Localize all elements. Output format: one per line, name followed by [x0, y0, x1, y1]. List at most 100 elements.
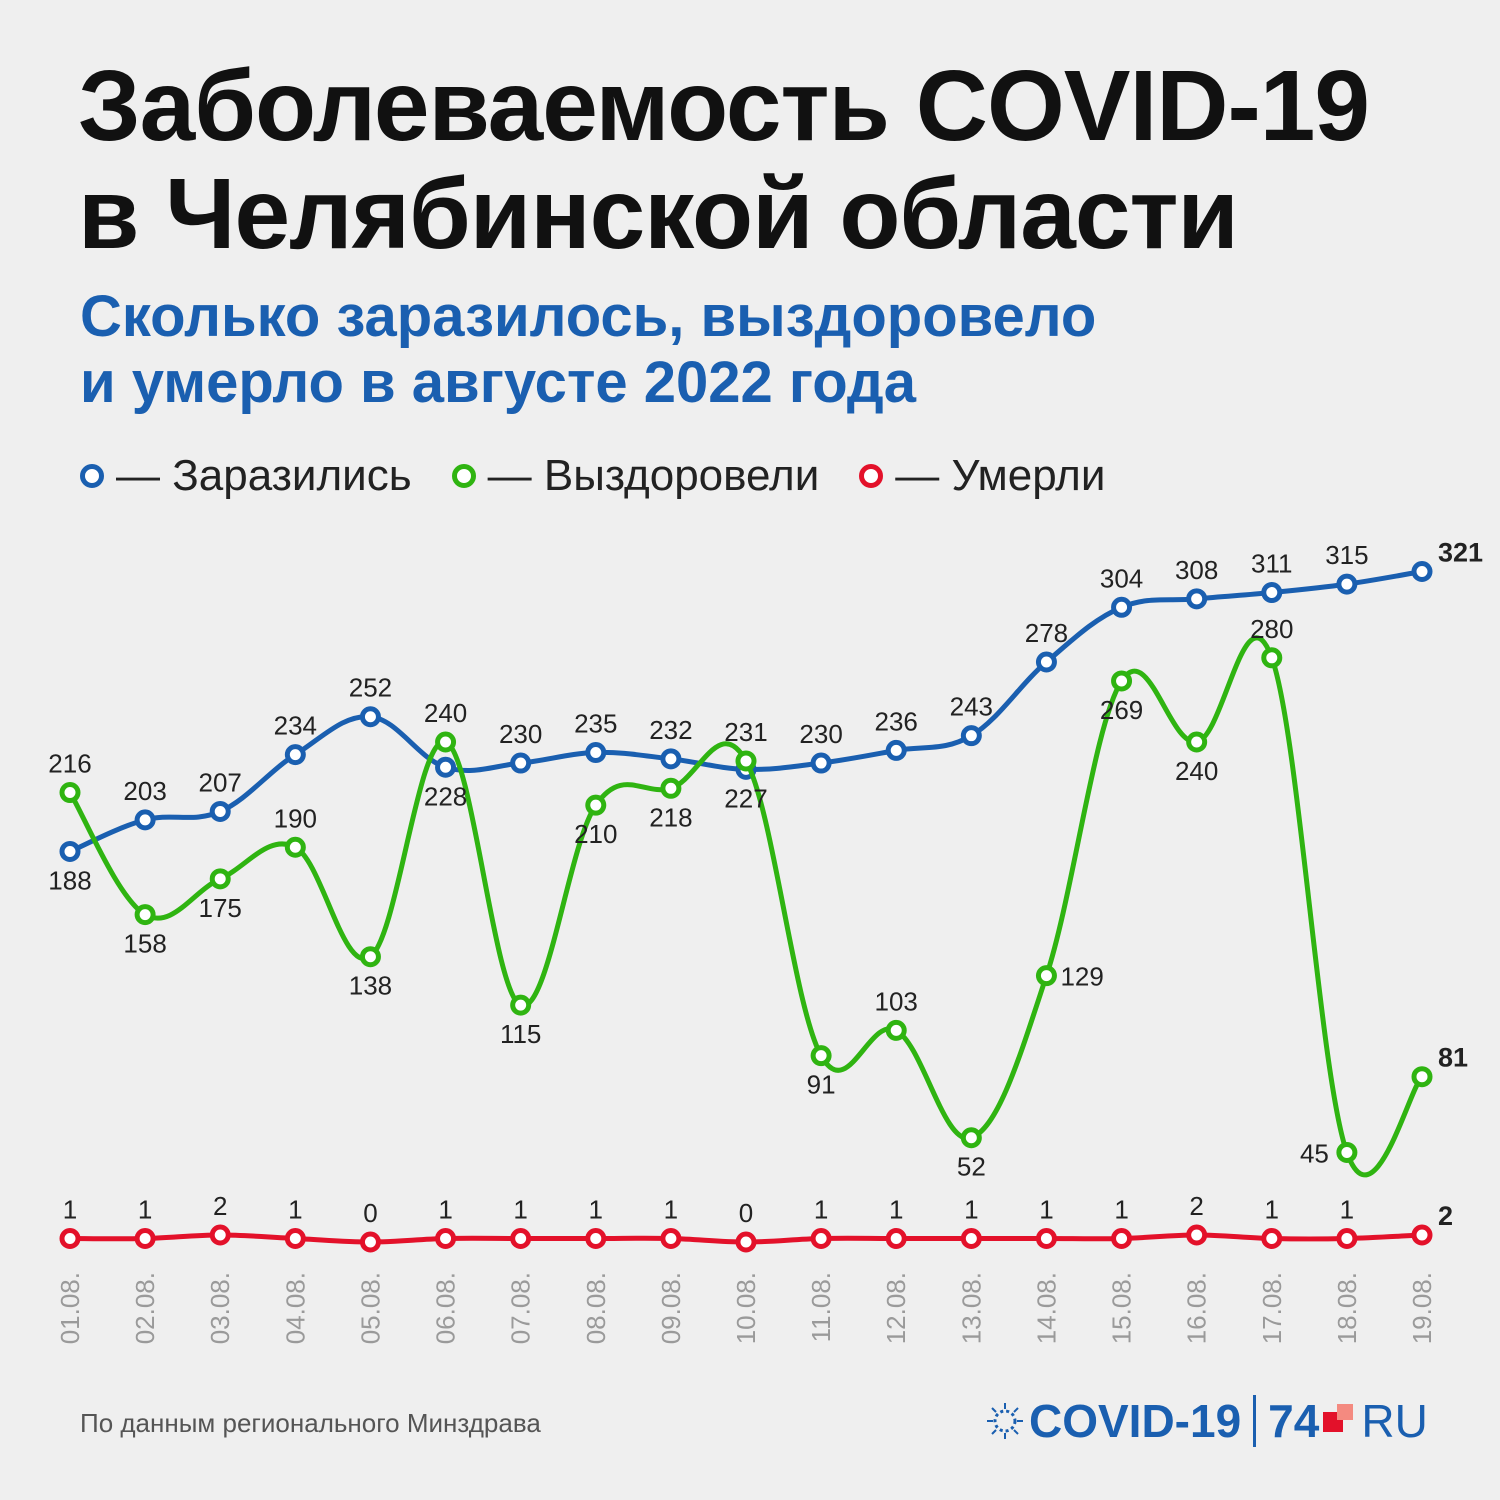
point-died-2 [134, 1228, 156, 1249]
subtitle-line-1: Сколько заразилось, выздоровело [80, 284, 1097, 349]
point-infected-15 [1111, 596, 1133, 618]
x-tick-label-5: 05.08. [355, 1272, 385, 1344]
point-died-7 [510, 1228, 532, 1249]
x-tick-label-19: 19.08. [1407, 1272, 1437, 1344]
data-label-died-16: 2 [1189, 1191, 1203, 1221]
point-recovered-3 [209, 868, 231, 890]
x-tick-label-14: 14.08. [1031, 1272, 1061, 1344]
data-label-recovered-9: 218 [649, 802, 692, 832]
legend-marker-infected [80, 464, 104, 488]
data-label-infected-3: 207 [199, 767, 242, 797]
x-tick-label-2: 02.08. [130, 1272, 160, 1344]
series-line-recovered [67, 635, 1425, 1178]
point-infected-17 [1261, 582, 1283, 604]
data-label-recovered-19: 81 [1438, 1043, 1468, 1073]
point-recovered-7 [510, 994, 532, 1016]
data-label-died-14: 1 [1039, 1195, 1053, 1225]
data-label-infected-5: 252 [349, 673, 392, 703]
x-tick-label-8: 08.08. [581, 1272, 611, 1344]
data-label-infected-13: 243 [950, 692, 993, 722]
data-label-died-11: 1 [814, 1195, 828, 1225]
data-label-recovered-3: 175 [199, 893, 242, 923]
point-infected-13 [960, 725, 982, 747]
x-tick-label-16: 16.08. [1182, 1272, 1212, 1344]
point-recovered-18 [1336, 1141, 1358, 1163]
data-label-infected-12: 236 [875, 706, 918, 736]
data-label-infected-1: 188 [48, 865, 91, 895]
data-label-died-3: 2 [213, 1191, 227, 1221]
data-label-recovered-17: 280 [1250, 614, 1293, 644]
point-died-4 [284, 1228, 306, 1249]
data-label-recovered-4: 190 [274, 803, 317, 833]
point-died-11 [810, 1228, 832, 1249]
legend: — Заразились — Выздоровели — Умерли [80, 448, 1145, 504]
data-label-recovered-6: 240 [424, 698, 467, 728]
legend-marker-died [859, 464, 884, 488]
data-label-recovered-18: 45 [1300, 1138, 1329, 1168]
point-infected-19 [1411, 560, 1433, 582]
data-label-died-2: 1 [138, 1195, 152, 1225]
point-died-17 [1261, 1228, 1283, 1249]
point-died-14 [1035, 1228, 1057, 1249]
title-line-2: в Челябинской области [78, 158, 1239, 270]
data-label-recovered-15: 269 [1100, 695, 1143, 725]
data-label-died-19: 2 [1438, 1201, 1453, 1231]
data-label-infected-9: 232 [649, 715, 692, 745]
point-infected-12 [885, 739, 907, 761]
point-infected-1 [59, 840, 81, 862]
point-infected-11 [810, 752, 832, 774]
legend-item-recovered: — Выздоровели [451, 451, 819, 501]
point-recovered-10 [735, 750, 757, 772]
point-infected-16 [1186, 588, 1208, 610]
data-label-recovered-5: 138 [349, 971, 392, 1001]
data-label-died-17: 1 [1265, 1195, 1279, 1225]
point-recovered-2 [134, 904, 156, 926]
point-recovered-4 [284, 836, 306, 858]
data-label-died-4: 1 [288, 1195, 302, 1225]
data-label-died-1: 1 [63, 1195, 77, 1225]
point-infected-18 [1336, 573, 1358, 595]
point-died-1 [59, 1228, 81, 1249]
point-recovered-1 [59, 782, 81, 804]
point-died-10 [735, 1231, 757, 1253]
chart-title: Заболеваемость COVID-19 в Челябинской об… [78, 52, 1478, 268]
x-tick-label-9: 09.08. [656, 1272, 686, 1344]
data-label-died-10: 0 [739, 1198, 753, 1228]
data-label-recovered-1: 216 [48, 749, 91, 779]
data-label-recovered-7: 115 [500, 1019, 541, 1049]
data-label-infected-19: 321 [1438, 537, 1483, 567]
chart-subtitle: Сколько заразилось, выздоровело и умерло… [80, 284, 1460, 416]
virus-icon [987, 1403, 1023, 1439]
point-died-6 [435, 1228, 457, 1249]
covid-logo: COVID-19 74 RU [985, 1386, 1428, 1456]
x-tick-label-17: 17.08. [1257, 1272, 1287, 1344]
logo-ru-text: RU [1361, 1395, 1428, 1447]
data-label-infected-10: 227 [724, 783, 767, 813]
point-recovered-16 [1186, 731, 1208, 753]
point-infected-8 [585, 742, 607, 764]
legend-item-died: — Умерли [859, 451, 1105, 501]
data-label-infected-2: 203 [123, 776, 166, 806]
point-infected-4 [284, 744, 306, 766]
point-infected-14 [1035, 651, 1057, 673]
x-tick-label-4: 04.08. [280, 1272, 310, 1344]
point-died-13 [960, 1228, 982, 1249]
data-label-infected-15: 304 [1100, 563, 1143, 593]
point-died-8 [585, 1228, 607, 1249]
data-label-infected-17: 311 [1251, 549, 1292, 579]
legend-label-infected: — Заразились [116, 451, 412, 500]
data-label-died-5: 0 [363, 1198, 377, 1228]
point-died-15 [1111, 1228, 1133, 1249]
point-died-5 [359, 1231, 381, 1253]
data-label-recovered-8: 210 [574, 819, 617, 849]
subtitle-line-2: и умерло в августе 2022 года [80, 350, 916, 415]
data-label-died-8: 1 [589, 1195, 603, 1225]
point-infected-3 [209, 800, 231, 822]
data-label-recovered-12: 103 [875, 986, 918, 1016]
point-recovered-12 [885, 1019, 907, 1041]
title-line-1: Заболеваемость COVID-19 [78, 50, 1370, 162]
point-infected-6 [435, 756, 457, 778]
legend-label-died: — Умерли [895, 451, 1106, 500]
data-label-died-18: 1 [1340, 1195, 1354, 1225]
